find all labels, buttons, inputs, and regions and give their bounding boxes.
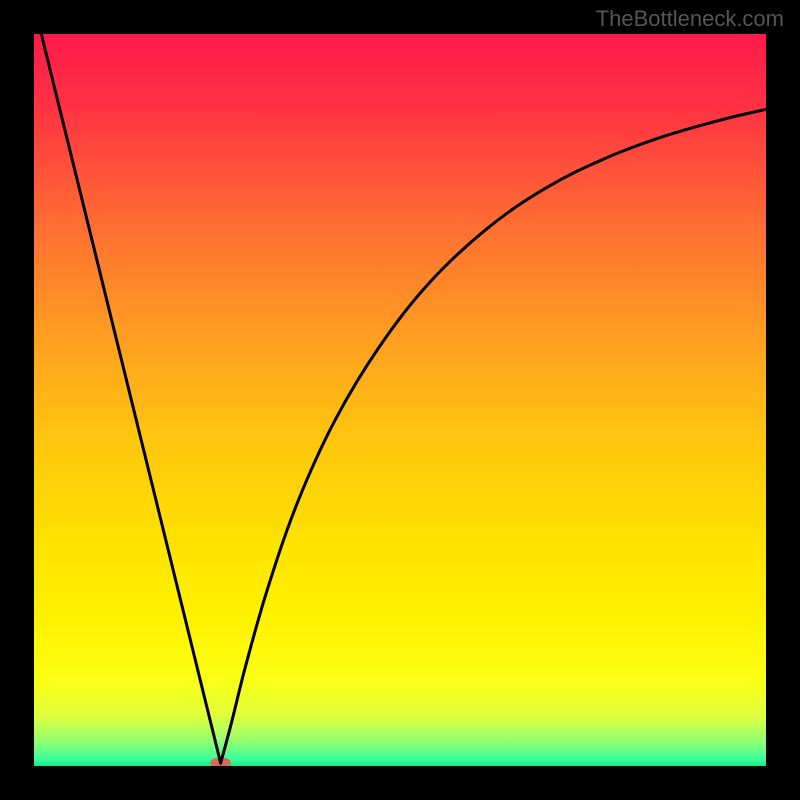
- watermark-label: TheBottleneck.com: [596, 6, 784, 32]
- curve-right-branch: [221, 109, 766, 763]
- curve-layer: [34, 34, 766, 766]
- curve-left-branch: [41, 34, 220, 763]
- plot-area: [34, 34, 766, 766]
- chart-container: { "meta": { "watermark_text": "TheBottle…: [0, 0, 800, 800]
